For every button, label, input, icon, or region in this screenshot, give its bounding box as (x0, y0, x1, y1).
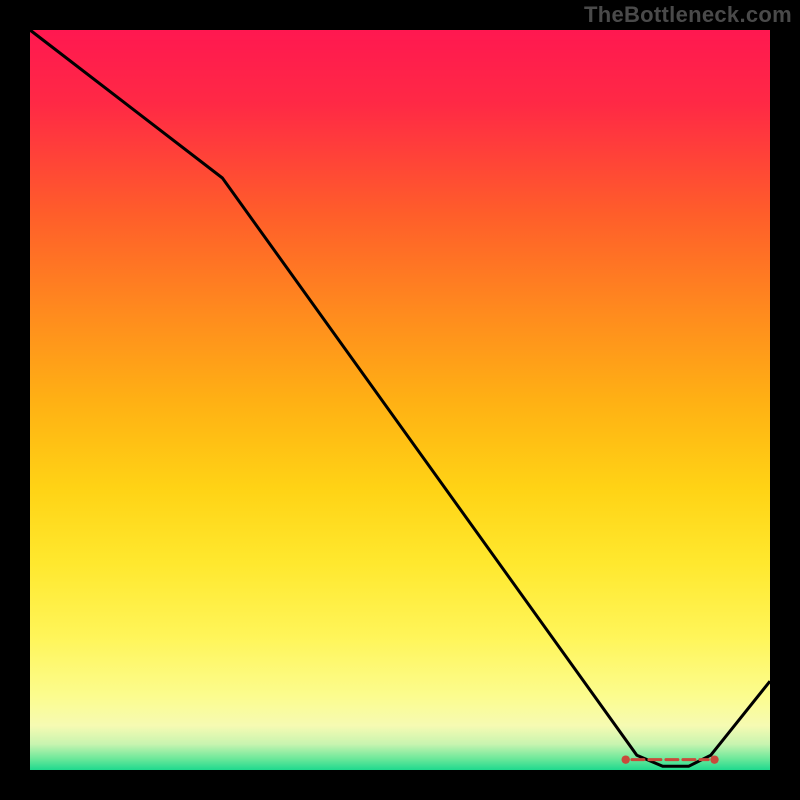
gradient-line-chart (0, 0, 800, 800)
range-end-dot (710, 755, 718, 763)
watermark-text: TheBottleneck.com (584, 2, 792, 28)
range-start-dot (622, 755, 630, 763)
chart-canvas: TheBottleneck.com (0, 0, 800, 800)
plot-background (30, 30, 770, 770)
